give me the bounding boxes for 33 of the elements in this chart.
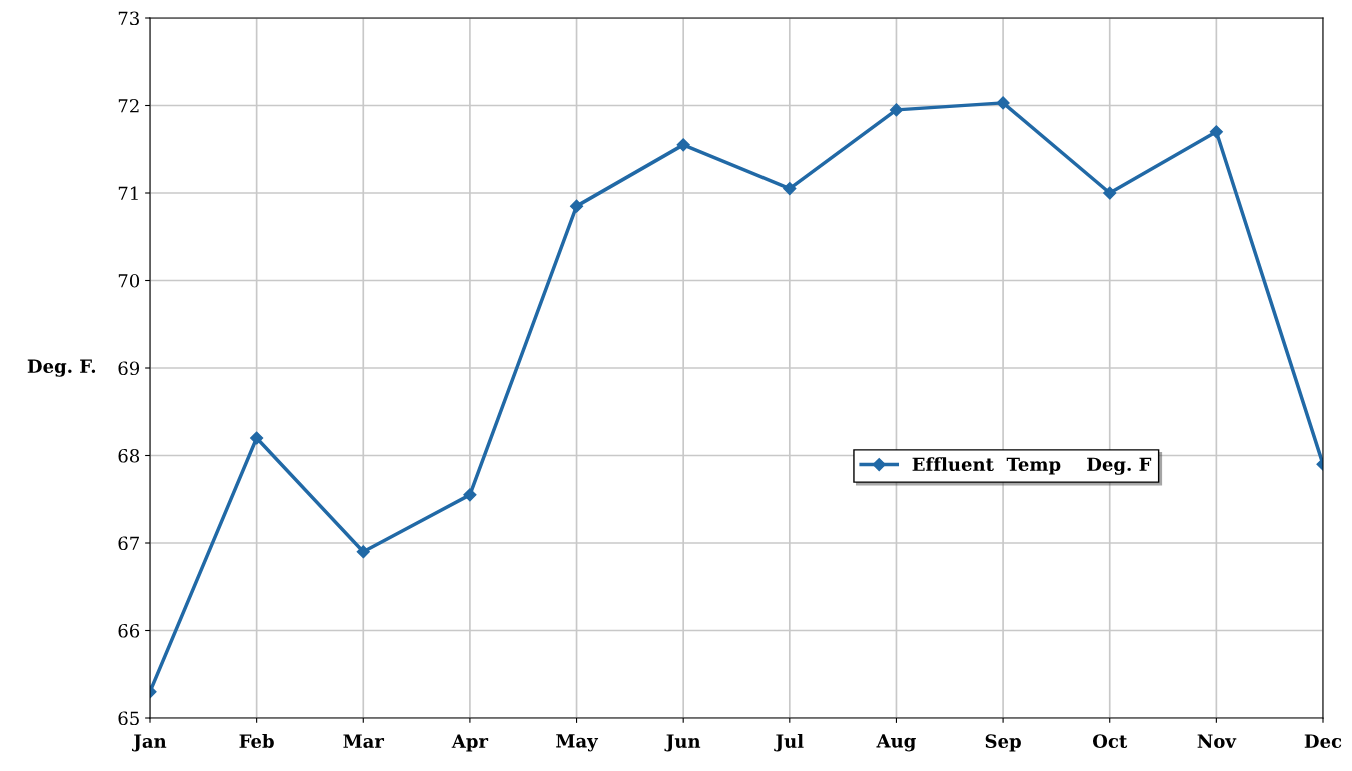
point (783, 182, 797, 196)
x-tick-label: Aug (876, 734, 916, 752)
y-tick-label: 68 (118, 448, 140, 463)
x-tick-label: Jan (131, 734, 167, 752)
point (676, 138, 690, 152)
x-tick-label: Apr (451, 734, 489, 752)
legend-label: Effluent Temp Deg. F (912, 457, 1152, 475)
x-tick-label: Jun (664, 734, 701, 752)
y-tick-label: 69 (118, 361, 140, 376)
y-tick-label: 72 (118, 98, 139, 113)
point (1103, 186, 1117, 200)
y-axis-title: Deg. F. (27, 359, 96, 377)
x-tick-label: Oct (1092, 734, 1128, 748)
point (996, 96, 1010, 110)
x-tick-label: Jul (774, 733, 804, 752)
y-tick-label: 70 (118, 273, 140, 288)
x-tick-label: Mar (343, 734, 385, 748)
point (356, 545, 370, 559)
point (1209, 125, 1223, 139)
x-tick-label: Nov (1197, 734, 1237, 748)
point (250, 431, 264, 445)
point (463, 488, 477, 502)
x-tick-label: Sep (985, 734, 1021, 752)
x-tick-label: Dec (1304, 734, 1342, 748)
y-tick-label: 73 (118, 11, 139, 26)
y-tick-label: 67 (118, 536, 139, 551)
y-tick-label: 65 (118, 711, 139, 726)
y-tick-label: 71 (118, 186, 138, 200)
point (569, 199, 584, 213)
x-tick-label: May (556, 734, 599, 752)
point (889, 103, 904, 117)
x-tick-label: Feb (239, 733, 274, 748)
y-tick-label: 66 (118, 623, 140, 638)
